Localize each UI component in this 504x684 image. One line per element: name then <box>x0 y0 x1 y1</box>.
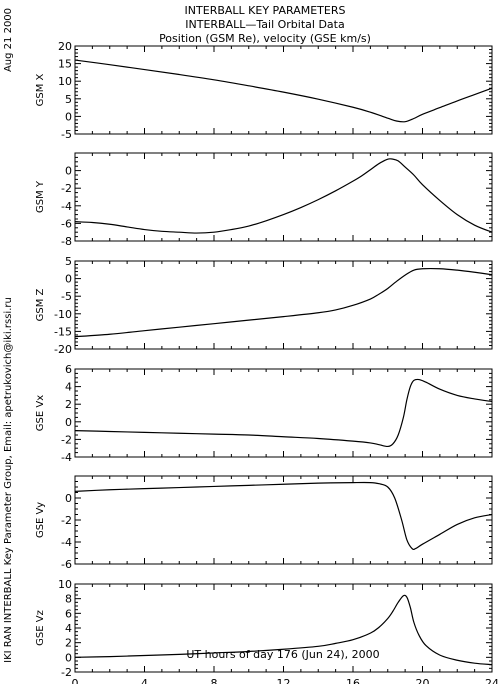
y-axis-label: GSE Vz <box>35 610 46 646</box>
y-tick-label: 6 <box>65 607 72 620</box>
x-axis-label: UT hours of day 176 (Jun 24), 2000 <box>186 648 379 661</box>
y-tick-label: -4 <box>61 536 72 549</box>
y-tick-label: 6 <box>65 363 72 376</box>
y-tick-label: -5 <box>61 128 72 141</box>
series-line <box>74 378 493 448</box>
panel-frame <box>74 260 493 350</box>
y-tick-label: -2 <box>61 666 72 679</box>
x-tick-label: 0 <box>72 677 79 684</box>
y-tick-label: 0 <box>65 273 72 286</box>
panel-frame <box>74 45 493 135</box>
y-tick-label: -2 <box>61 433 72 446</box>
y-tick-label: -6 <box>61 217 72 230</box>
y-axis-label: GSM Y <box>35 180 46 213</box>
y-tick-label: 0 <box>65 416 72 429</box>
panel-frame <box>74 368 493 458</box>
y-tick-label: 0 <box>65 651 72 664</box>
y-axis-label: GSM Z <box>35 288 46 321</box>
x-tick-label: 4 <box>141 677 148 684</box>
y-tick-label: -5 <box>61 290 72 303</box>
series-line <box>74 594 493 666</box>
y-tick-label: 5 <box>65 255 72 268</box>
y-tick-label: 10 <box>58 578 72 591</box>
x-tick-label: 24 <box>485 677 499 684</box>
y-tick-label: 0 <box>65 492 72 505</box>
y-tick-label: -2 <box>61 182 72 195</box>
series-line <box>74 59 493 123</box>
x-tick-label: 20 <box>416 677 430 684</box>
sidebar-credit: IKI RAN INTERBALL Key Parameter Group, E… <box>3 297 14 663</box>
y-tick-label: 0 <box>65 165 72 178</box>
x-tick-label: 12 <box>277 677 291 684</box>
y-axis-label: GSM X <box>35 73 46 106</box>
chart-title-2: INTERBALL—Tail Orbital Data <box>185 18 344 31</box>
y-tick-label: 10 <box>58 75 72 88</box>
series-line <box>74 481 493 551</box>
y-tick-label: -6 <box>61 558 72 571</box>
y-tick-label: 2 <box>65 637 72 650</box>
x-tick-label: 8 <box>211 677 218 684</box>
y-tick-label: -4 <box>61 451 72 464</box>
y-tick-label: 8 <box>65 593 72 606</box>
y-tick-label: 20 <box>58 40 72 53</box>
y-axis-label: GSE Vx <box>35 395 46 431</box>
y-axis-label: GSE Vy <box>35 502 46 538</box>
series-line <box>74 267 493 338</box>
y-tick-label: 0 <box>65 110 72 123</box>
y-tick-label: 2 <box>65 398 72 411</box>
y-tick-label: 15 <box>58 58 72 71</box>
chart-title-1: INTERBALL KEY PARAMETERS <box>185 4 346 17</box>
y-tick-label: -4 <box>61 200 72 213</box>
y-tick-label: 4 <box>65 622 72 635</box>
y-tick-label: -10 <box>54 308 72 321</box>
y-tick-label: -8 <box>61 235 72 248</box>
y-tick-label: -20 <box>54 343 72 356</box>
date-stamp: Aug 21 2000 <box>3 8 14 72</box>
y-tick-label: 4 <box>65 381 72 394</box>
y-tick-label: -15 <box>54 325 72 338</box>
series-line <box>74 158 493 234</box>
y-tick-label: -2 <box>61 514 72 527</box>
panel-frame <box>74 152 493 242</box>
y-tick-label: 5 <box>65 93 72 106</box>
chart-title-3: Position (GSM Re), velocity (GSE km/s) <box>159 32 371 45</box>
x-tick-label: 16 <box>346 677 360 684</box>
